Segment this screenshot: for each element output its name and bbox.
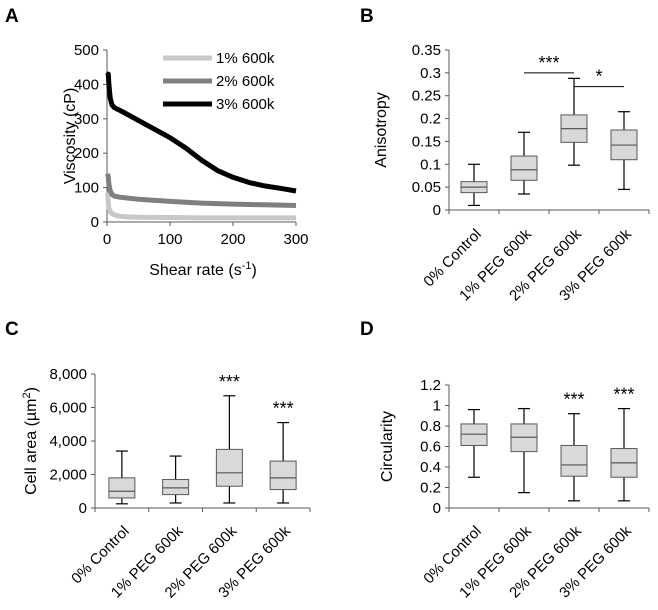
y-axis-label-group: Viscosity (cP) <box>62 88 79 185</box>
y-tick-label: 0.3 <box>420 65 441 82</box>
y-axis-label-sup: 2 <box>21 392 33 398</box>
panel-label-c: C <box>5 319 19 340</box>
box <box>162 479 190 496</box>
y-axis-label: Cell area (µm2) <box>21 387 40 495</box>
y-tick-label: 300 <box>74 111 99 128</box>
y-tick-label: 0 <box>433 202 441 219</box>
y-tick-label: 0.05 <box>412 179 441 196</box>
y-axis-label: Anisotropy <box>373 92 390 168</box>
series-line <box>105 173 297 208</box>
y-axis-label: Circularity <box>379 411 396 482</box>
series-line <box>105 192 296 221</box>
x-axis-label-sup: -1 <box>242 260 252 272</box>
y-tick-label: 0.2 <box>420 111 441 128</box>
significance-label: *** <box>538 53 559 73</box>
y-axis-label-group: Circularity <box>379 411 396 482</box>
series-line <box>105 71 297 194</box>
x-axis-label-end: ) <box>251 262 256 279</box>
box <box>560 444 588 477</box>
significance-label: *** <box>563 390 584 410</box>
y-tick-label: 2,000 <box>49 467 87 484</box>
box <box>269 460 297 491</box>
y-tick-label: 8,000 <box>49 366 87 383</box>
y-axis-label-group: Cell area (µm2) <box>21 387 40 495</box>
box <box>215 448 243 487</box>
legend-label: 1% 600k <box>216 50 275 67</box>
x-tick-label: 300 <box>283 231 308 248</box>
significance-label: * <box>595 67 602 87</box>
y-tick-label: 0.8 <box>420 418 441 435</box>
y-axis-label-end: ) <box>23 387 40 392</box>
significance-label: *** <box>613 385 634 405</box>
y-tick-label: 0.25 <box>412 88 441 105</box>
y-tick-label: 400 <box>74 76 99 93</box>
x-tick-label: 0 <box>103 231 111 248</box>
panel-label-a: A <box>5 6 19 27</box>
legend-label: 3% 600k <box>216 96 275 113</box>
y-tick-label: 0.4 <box>420 459 441 476</box>
box <box>510 155 538 181</box>
x-tick-label: 100 <box>157 231 182 248</box>
legend-label: 2% 600k <box>216 73 275 90</box>
y-axis-label-main: Cell area (µm <box>23 399 40 495</box>
y-axis-label-group: Anisotropy <box>373 92 390 168</box>
y-tick-label: 0.1 <box>420 156 441 173</box>
x-axis-label-main: Shear rate (s <box>149 262 241 279</box>
y-tick-label: 0.15 <box>412 133 441 150</box>
y-tick-label: 1.2 <box>420 377 441 394</box>
y-tick-label: 500 <box>74 42 99 59</box>
panel-a-chart: 0 100 200 300 400 500 0 100 200 300 1% 600k 2% 600k… <box>62 42 309 279</box>
y-tick-label: 0 <box>79 500 87 517</box>
x-axis-label: Shear rate (s-1) <box>149 260 257 279</box>
y-tick-label: 100 <box>74 180 99 197</box>
y-tick-label: 0 <box>433 500 441 517</box>
significance-label: *** <box>219 372 240 392</box>
y-tick-label: 0.35 <box>412 42 441 59</box>
y-tick-label: 0.6 <box>420 439 441 456</box>
x-tick-label: 200 <box>220 231 245 248</box>
y-tick-label: 0.2 <box>420 480 441 497</box>
significance-label: *** <box>273 399 294 419</box>
panel-label-d: D <box>360 319 374 340</box>
panel-label-b: B <box>360 6 374 27</box>
y-tick-label: 4,000 <box>49 433 87 450</box>
y-tick-label: 1 <box>433 398 441 415</box>
box <box>108 477 136 499</box>
y-tick-label: 200 <box>74 145 99 162</box>
y-tick-label: 0 <box>91 214 99 231</box>
y-tick-label: 6,000 <box>49 400 87 417</box>
y-axis-label: Viscosity (cP) <box>62 88 79 185</box>
